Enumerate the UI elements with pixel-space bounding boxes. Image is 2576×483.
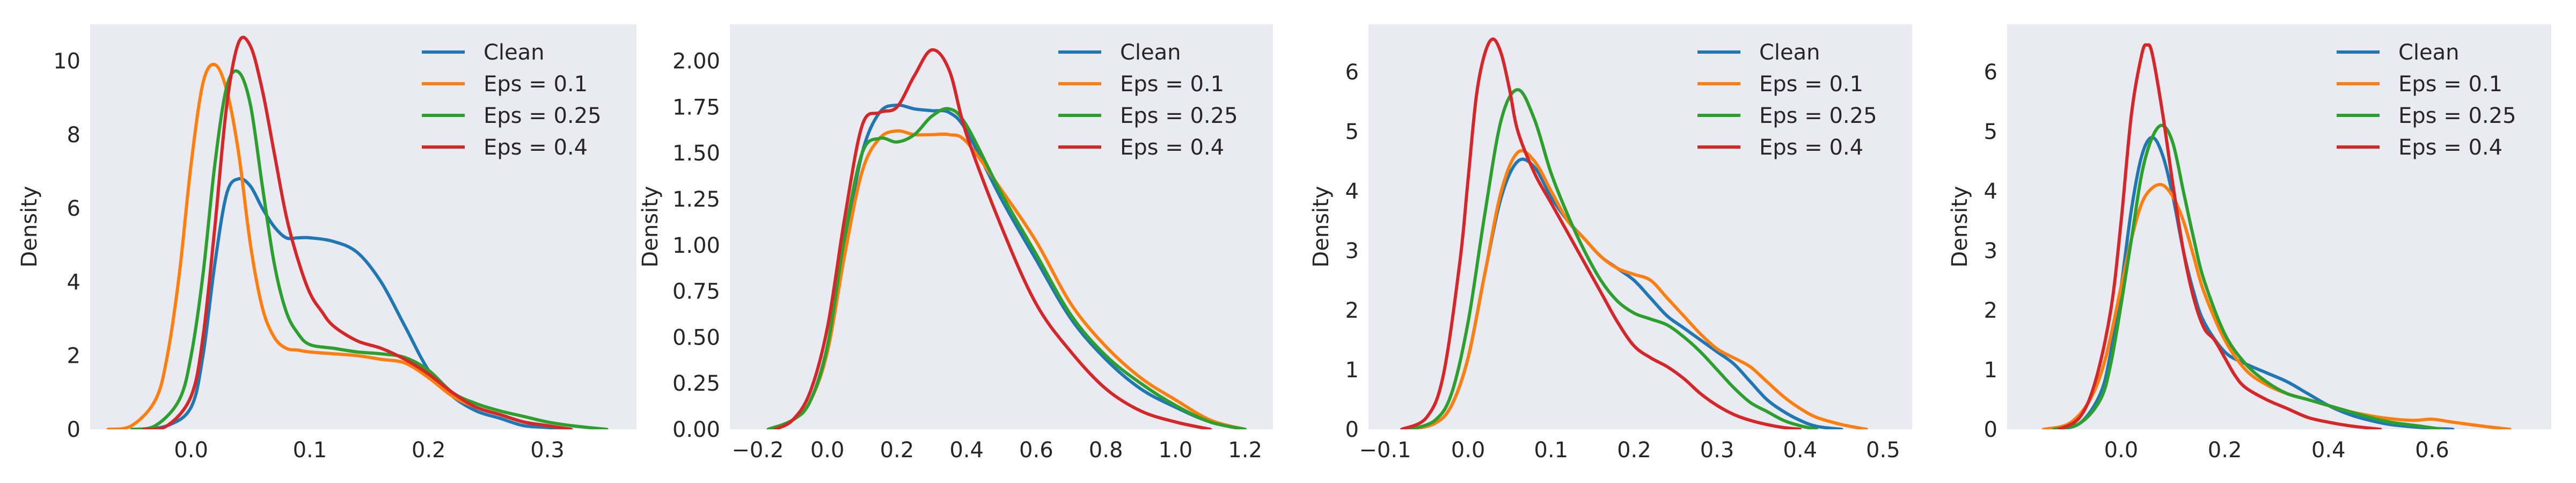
legend: Clean Eps = 0.1 Eps = 0.25 Eps = 0.4: [1697, 40, 1877, 160]
y-tick-label: 0: [67, 418, 80, 442]
legend-label: Clean: [2398, 40, 2460, 65]
x-tick-label: 1.0: [1159, 438, 1193, 463]
x-tick-label: 0.0: [2104, 438, 2139, 463]
series-line-eps-0-1: [1408, 149, 1868, 429]
x-tick-label: 0.1: [1534, 438, 1568, 463]
y-tick-label: 1.25: [672, 187, 720, 212]
legend: Clean Eps = 0.1 Eps = 0.25 Eps = 0.4: [2337, 40, 2516, 160]
y-tick-label: 5: [1345, 120, 1359, 144]
legend-label: Clean: [1759, 40, 1820, 65]
y-tick-label: 3: [1984, 239, 1997, 264]
x-tick-label: 0.3: [1700, 438, 1735, 463]
series-line-clean: [136, 177, 573, 429]
y-tick-label: 0.25: [672, 371, 720, 396]
legend-label: Eps = 0.25: [484, 104, 602, 128]
x-tick-label: 0.4: [949, 438, 984, 463]
y-tick-label: 6: [1345, 60, 1359, 85]
legend-label: Eps = 0.4: [484, 135, 588, 160]
x-tick-label: 0.2: [880, 438, 914, 463]
series-line-eps-0-1: [106, 63, 573, 429]
series-line-eps-0-4: [773, 48, 1212, 429]
plot-area: [2007, 24, 2551, 429]
y-tick-label: 0: [1984, 418, 1997, 442]
y-axis-label: Density: [1948, 186, 1972, 267]
x-tick-label: 0.6: [1019, 438, 1053, 463]
chart-panel-1: 0.0 0.1 0.2 0.3 0 2 4 6 8 10 Density Clean Eps = 0.1…: [17, 24, 636, 463]
chart-panel-4: 0.0 0.2 0.4 0.6 0 1 2 3 4 5 6 Density Clean Eps = 0.1…: [1948, 24, 2551, 463]
y-tick-label: 4: [67, 270, 80, 295]
series-group: [766, 48, 1247, 429]
series-line-eps-0-4: [142, 35, 573, 429]
x-tick-label: 1.2: [1228, 438, 1262, 463]
x-tick-label: 0.6: [2415, 438, 2449, 463]
y-tick-label: 1.00: [672, 233, 720, 258]
y-tick-label: 8: [67, 123, 80, 148]
y-tick-label: 1: [1984, 358, 1997, 383]
legend: Clean Eps = 0.1 Eps = 0.25 Eps = 0.4: [422, 40, 602, 160]
x-tick-label: 0.4: [1783, 438, 1817, 463]
x-tick-label: 0.0: [810, 438, 845, 463]
series-group: [2041, 43, 2512, 429]
chart-panel-3: −0.1 0.0 0.1 0.2 0.3 0.4 0.5 0 1 2 3 4 5 6 Density Clea…: [1309, 24, 1912, 463]
x-tick-label: 0.0: [174, 438, 208, 463]
series-line-eps-0-25: [766, 107, 1247, 429]
x-tick-label: −0.2: [731, 438, 784, 463]
legend-label: Clean: [484, 40, 545, 65]
y-tick-label: 1: [1345, 358, 1359, 383]
legend-label: Eps = 0.25: [1120, 104, 1238, 128]
y-tick-label: 6: [67, 196, 80, 221]
series-group: [106, 35, 609, 429]
y-tick-label: 0.50: [672, 325, 720, 350]
y-tick-label: 2.00: [672, 49, 720, 74]
legend-label: Eps = 0.25: [2398, 104, 2516, 128]
y-tick-label: 0.00: [672, 418, 720, 442]
y-tick-label: 5: [1984, 120, 1997, 144]
y-tick-label: 1.75: [672, 95, 720, 120]
plot-area: [90, 24, 636, 429]
series-line-eps-0-4: [1400, 37, 1802, 429]
legend-label: Eps = 0.4: [1759, 135, 1863, 160]
y-axis-label: Density: [638, 186, 663, 267]
x-tick-label: 0.1: [293, 438, 327, 463]
y-tick-label: 0: [1345, 418, 1359, 442]
legend: Clean Eps = 0.1 Eps = 0.25 Eps = 0.4: [1058, 40, 1238, 160]
y-tick-label: 3: [1345, 239, 1359, 264]
series-line-eps-0-25: [2052, 123, 2445, 429]
legend-label: Eps = 0.1: [484, 72, 588, 97]
legend-label: Eps = 0.4: [1120, 135, 1224, 160]
y-tick-label: 1.50: [672, 141, 720, 166]
legend-label: Eps = 0.1: [1120, 72, 1224, 97]
x-tick-label: 0.2: [2208, 438, 2242, 463]
y-tick-label: 10: [53, 49, 80, 74]
legend-label: Eps = 0.4: [2398, 135, 2502, 160]
y-tick-label: 2: [1345, 298, 1359, 323]
y-tick-label: 2: [67, 344, 80, 369]
legend-label: Eps = 0.1: [2398, 72, 2502, 97]
x-tick-label: 0.2: [412, 438, 446, 463]
y-tick-label: 4: [1345, 179, 1359, 204]
series-line-eps-0-1: [2041, 182, 2512, 429]
series-group: [1400, 37, 1868, 429]
y-tick-label: 4: [1984, 179, 1997, 204]
series-line-eps-0-25: [130, 69, 609, 429]
x-tick-label: 0.4: [2311, 438, 2346, 463]
series-line-eps-0-4: [2057, 43, 2382, 429]
series-line-eps-0-25: [1408, 88, 1819, 429]
x-tick-label: 0.0: [1451, 438, 1485, 463]
chart-panel-2: −0.2 0.0 0.2 0.4 0.6 0.8 1.0 1.2 0.00 0.25 0.50 0.7…: [638, 24, 1273, 463]
legend-label: Eps = 0.1: [1759, 72, 1863, 97]
y-tick-label: 2: [1984, 298, 1997, 323]
y-tick-label: 0.75: [672, 280, 720, 304]
x-tick-label: −0.1: [1359, 438, 1411, 463]
y-axis-label: Density: [1309, 186, 1334, 267]
y-tick-label: 6: [1984, 60, 1997, 85]
legend-label: Eps = 0.25: [1759, 104, 1877, 128]
x-tick-label: 0.8: [1089, 438, 1123, 463]
x-tick-label: 0.2: [1617, 438, 1651, 463]
x-tick-label: 0.5: [1866, 438, 1900, 463]
y-axis-label: Density: [17, 186, 42, 267]
x-tick-label: 0.3: [530, 438, 565, 463]
legend-label: Clean: [1120, 40, 1181, 65]
